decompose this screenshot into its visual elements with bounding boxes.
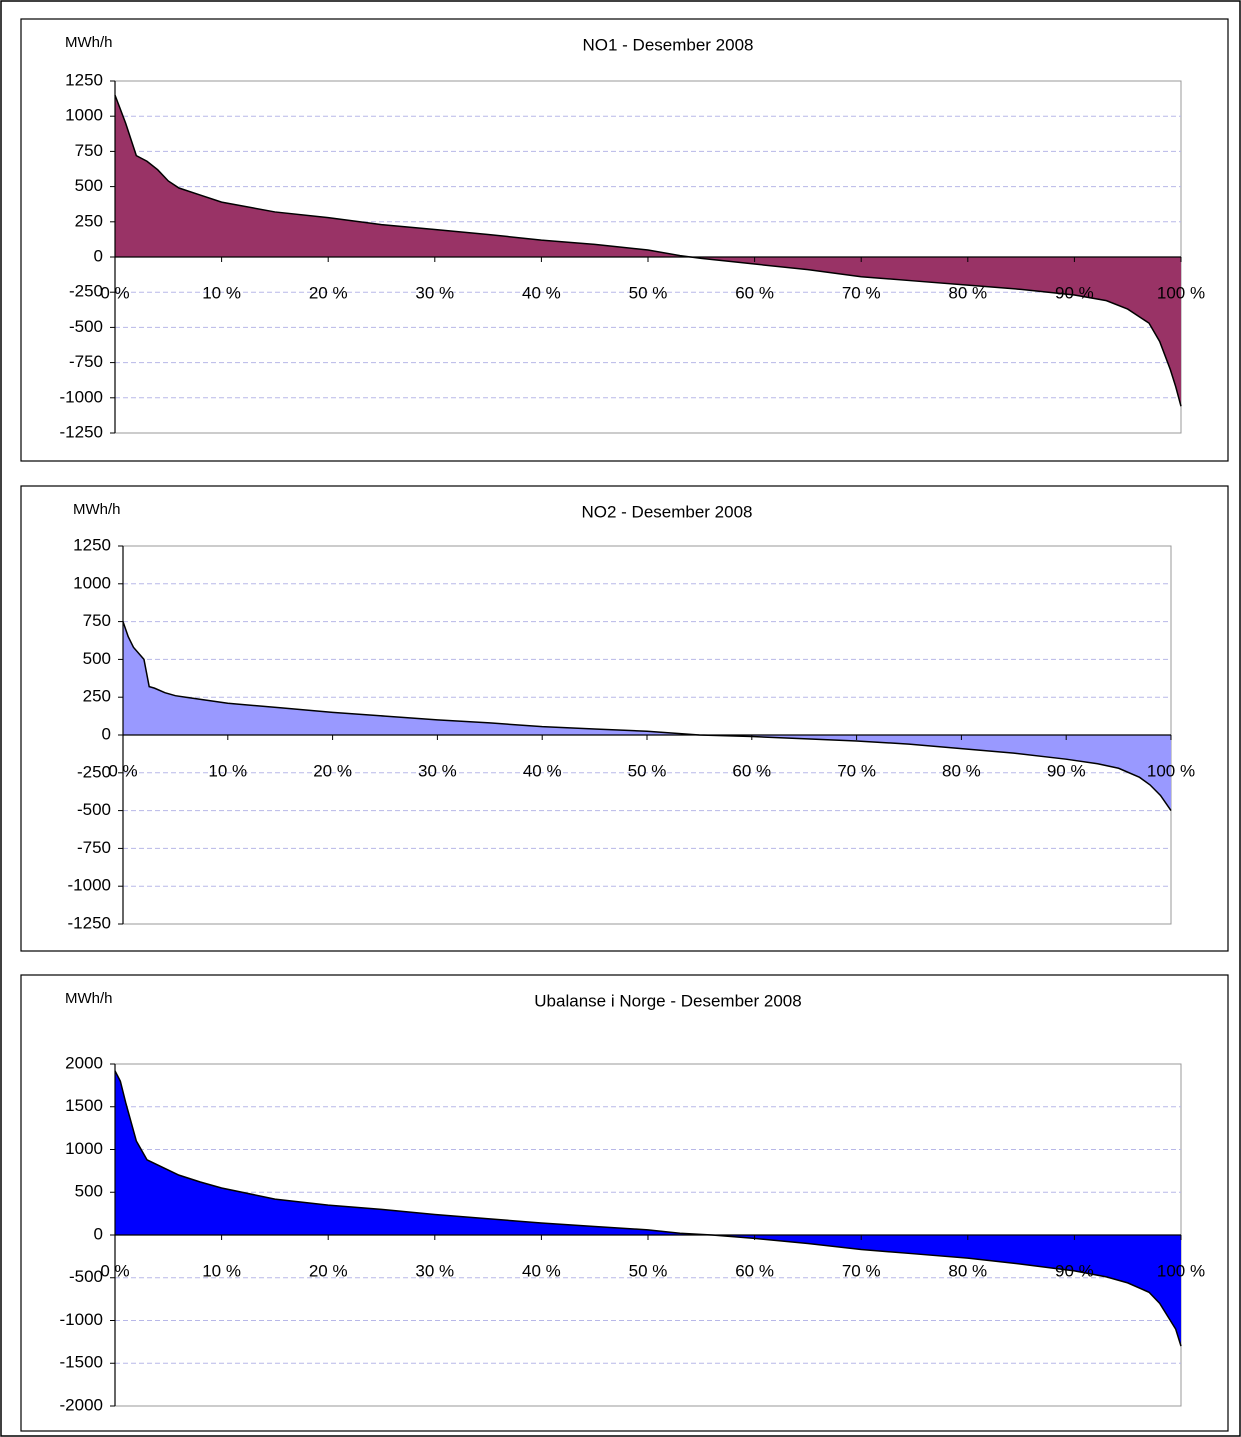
area: [123, 621, 1171, 811]
x-tick-label: 90 %: [1055, 1261, 1094, 1280]
x-tick-label: 30 %: [418, 761, 457, 780]
y-tick-label: 1250: [73, 535, 111, 554]
y-tick-label: 250: [75, 211, 103, 230]
y-tick-label: -2000: [60, 1395, 103, 1414]
x-tick-label: 60 %: [735, 283, 774, 302]
x-tick-label: 80 %: [948, 283, 987, 302]
y-tick-label: -1000: [60, 1310, 103, 1329]
y-tick-label: 500: [75, 1182, 103, 1201]
x-tick-label: 80 %: [948, 1261, 987, 1280]
panel-border: [20, 18, 1229, 462]
x-tick-label: 90 %: [1047, 761, 1086, 780]
y-tick-label: -500: [69, 317, 103, 336]
y-tick-label: -1250: [68, 913, 111, 932]
chart-title: NO1 - Desember 2008: [582, 35, 753, 54]
panel-border: [20, 485, 1229, 952]
x-tick-label: 80 %: [942, 761, 981, 780]
y-tick-label: -500: [69, 1267, 103, 1286]
chart-title: Ubalanse i Norge - Desember 2008: [534, 991, 801, 1010]
y-tick-label: -250: [77, 762, 111, 781]
x-tick-label: 50 %: [629, 283, 668, 302]
x-tick-label: 10 %: [202, 1261, 241, 1280]
y-tick-label: -250: [69, 282, 103, 301]
y-axis-label: MWh/h: [65, 34, 113, 51]
y-tick-label: -750: [69, 352, 103, 371]
x-tick-label: 30 %: [415, 283, 454, 302]
x-tick-label: 90 %: [1055, 283, 1094, 302]
x-tick-label: 10 %: [202, 283, 241, 302]
x-tick-label: 40 %: [523, 761, 562, 780]
area-edge: [114, 94, 1182, 407]
x-tick-label: 70 %: [842, 283, 881, 302]
y-axis-label: MWh/h: [73, 501, 121, 518]
x-tick-label: 50 %: [629, 1261, 668, 1280]
y-tick-label: 1250: [65, 70, 103, 89]
y-tick-label: 750: [83, 611, 111, 630]
x-tick-label: 50 %: [628, 761, 667, 780]
x-tick-label: 0 %: [100, 283, 129, 302]
chart-title: NO2 - Desember 2008: [581, 502, 752, 521]
x-tick-label: 0 %: [100, 1261, 129, 1280]
x-tick-label: 40 %: [522, 1261, 561, 1280]
x-tick-label: 100 %: [1147, 761, 1195, 780]
y-tick-label: 1000: [65, 106, 103, 125]
x-tick-label: 60 %: [732, 761, 771, 780]
panel-border: [20, 974, 1229, 1432]
y-tick-label: 1500: [65, 1096, 103, 1115]
area-edge: [114, 1070, 1182, 1347]
area-edge: [122, 621, 1172, 812]
y-tick-label: 500: [75, 176, 103, 195]
y-tick-label: -750: [77, 838, 111, 857]
x-tick-label: 70 %: [842, 1261, 881, 1280]
x-tick-label: 30 %: [415, 1261, 454, 1280]
area: [115, 1070, 1181, 1347]
x-tick-label: 100 %: [1157, 283, 1205, 302]
x-tick-label: 60 %: [735, 1261, 774, 1280]
y-tick-label: 2000: [65, 1053, 103, 1072]
y-tick-label: -1000: [60, 387, 103, 406]
y-tick-label: -1000: [68, 876, 111, 895]
y-tick-label: -1500: [60, 1353, 103, 1372]
x-tick-label: 20 %: [309, 1261, 348, 1280]
y-tick-label: 500: [83, 649, 111, 668]
x-tick-label: 10 %: [208, 761, 247, 780]
x-tick-label: 40 %: [522, 283, 561, 302]
y-tick-label: 0: [102, 724, 111, 743]
y-tick-label: 750: [75, 141, 103, 160]
y-tick-label: 1000: [73, 573, 111, 592]
x-tick-label: 20 %: [313, 761, 352, 780]
x-tick-label: 70 %: [837, 761, 876, 780]
y-tick-label: 250: [83, 687, 111, 706]
x-tick-label: 0 %: [108, 761, 137, 780]
y-tick-label: -1250: [60, 422, 103, 441]
y-tick-label: 0: [94, 246, 103, 265]
y-tick-label: 0: [94, 1224, 103, 1243]
y-tick-label: -500: [77, 800, 111, 819]
y-axis-label: MWh/h: [65, 990, 113, 1007]
x-tick-label: 20 %: [309, 283, 348, 302]
y-tick-label: 1000: [65, 1139, 103, 1158]
x-tick-label: 100 %: [1157, 1261, 1205, 1280]
